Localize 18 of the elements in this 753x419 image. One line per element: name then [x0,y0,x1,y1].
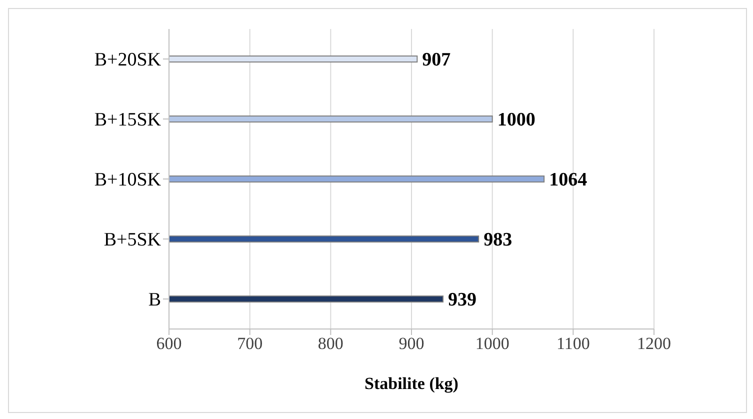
y-tick-label: B+20SK [94,50,162,71]
y-tick-label: B+15SK [94,110,162,131]
data-label: 907 [422,50,452,71]
x-tick-label: 1000 [475,334,510,354]
data-label: 1064 [549,170,588,191]
data-label: 983 [484,230,512,251]
y-tick-label: B+5SK [104,230,162,251]
y-tick-label: B [148,290,161,311]
x-tick-label: 800 [318,334,344,354]
y-tick-label: B+10SK [94,170,162,191]
x-axis-title: Stabilite (kg) [364,374,458,393]
x-tick-label: 1100 [556,334,590,354]
x-tick-label: 600 [156,334,182,354]
data-label: 1000 [497,110,536,131]
x-tick-label: 900 [398,334,424,354]
x-tick-label: 700 [237,334,263,354]
data-label: 939 [448,290,477,311]
x-tick-label: 1200 [637,334,671,354]
